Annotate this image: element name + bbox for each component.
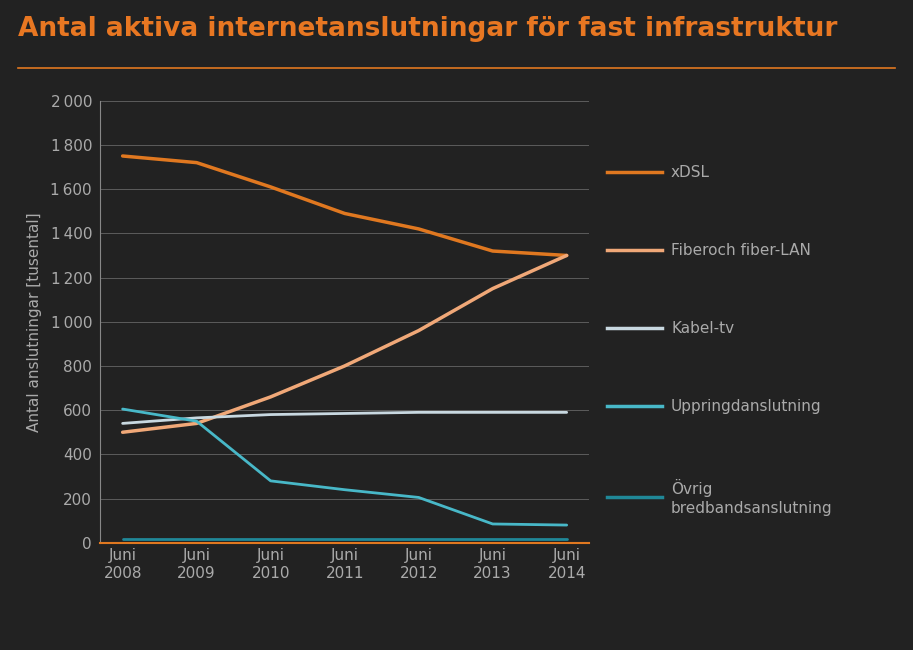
- Y-axis label: Antal anslutningar [tusental]: Antal anslutningar [tusental]: [27, 212, 42, 432]
- Text: Övrig
bredbandsanslutning: Övrig bredbandsanslutning: [671, 479, 833, 515]
- Text: Fiberoch fiber-LAN: Fiberoch fiber-LAN: [671, 242, 811, 258]
- Text: Uppringdanslutning: Uppringdanslutning: [671, 398, 822, 414]
- Text: Antal aktiva internetanslutningar för fast infrastruktur: Antal aktiva internetanslutningar för fa…: [18, 16, 837, 42]
- Text: Kabel-tv: Kabel-tv: [671, 320, 734, 336]
- Text: xDSL: xDSL: [671, 164, 710, 180]
